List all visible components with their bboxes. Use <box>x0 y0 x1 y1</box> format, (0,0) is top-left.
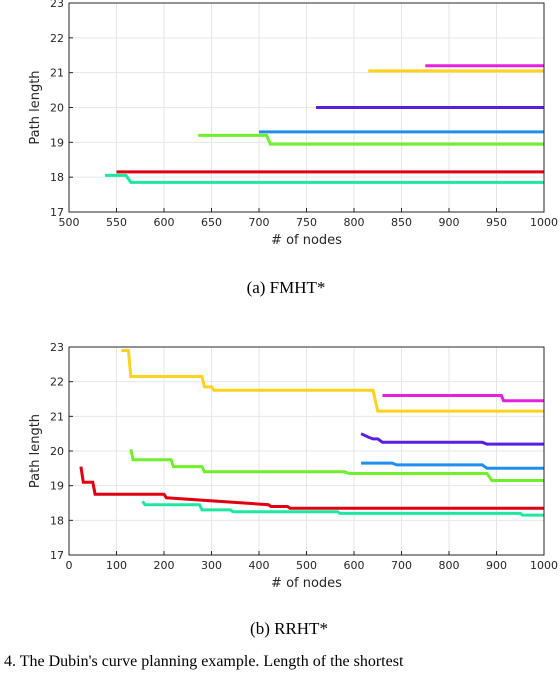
y-tick-label: 19 <box>50 136 64 149</box>
x-tick-label: 600 <box>344 559 365 572</box>
x-tick-label: 200 <box>154 559 175 572</box>
caption-b: (b) RRHT* <box>250 619 328 638</box>
y-tick-label: 22 <box>50 376 64 389</box>
x-tick-label: 750 <box>296 216 317 229</box>
x-axis-label: # of nodes <box>271 576 342 591</box>
y-tick-label: 17 <box>50 549 64 562</box>
x-tick-label: 700 <box>249 216 270 229</box>
chart-fmht: 500 550 600 650 700 750 800 850 900 950 1000 17 18 19… <box>28 0 558 248</box>
x-tick-label: 800 <box>439 559 460 572</box>
y-tick-label: 18 <box>50 514 64 527</box>
x-tick-label: 100 <box>106 559 127 572</box>
y-tick-label: 23 <box>50 341 64 354</box>
x-tick-label: 800 <box>344 216 365 229</box>
y-tick-label: 21 <box>50 67 64 80</box>
x-tick-label: 600 <box>154 216 175 229</box>
x-tick-label: 650 <box>201 216 222 229</box>
x-tick-label: 550 <box>106 216 127 229</box>
caption-a: (a) FMHT* <box>247 278 326 297</box>
x-tick-label: 900 <box>439 216 460 229</box>
y-tick-label: 17 <box>50 206 64 219</box>
x-tick-label: 0 <box>66 559 73 572</box>
y-axis-label: Path length <box>28 414 43 488</box>
y-tick-label: 21 <box>50 410 64 423</box>
x-tick-label: 700 <box>391 559 412 572</box>
x-tick-label: 1000 <box>530 216 558 229</box>
x-tick-label: 950 <box>486 216 507 229</box>
figure-footer-text: 4. The Dubin's curve planning example. L… <box>4 653 404 670</box>
x-tick-label: 500 <box>59 216 80 229</box>
x-axis-label: # of nodes <box>271 233 342 248</box>
series-line-5 <box>79 466 544 510</box>
x-tick-label: 1000 <box>530 559 558 572</box>
series-line-1 <box>382 394 544 403</box>
x-tick-label: 400 <box>249 559 270 572</box>
series-line-3 <box>361 461 544 470</box>
x-tick-label: 850 <box>391 216 412 229</box>
series-line-2 <box>198 133 544 146</box>
series-line-2 <box>360 432 544 446</box>
x-tick-label: 500 <box>296 559 317 572</box>
y-tick-label: 20 <box>50 445 64 458</box>
chart-rrht: 0 100 200 300 400 500 600 700 800 900 1000 17 18 19 20… <box>28 341 558 591</box>
y-axis-label: Path length <box>28 70 43 144</box>
series-line-4 <box>129 448 544 482</box>
x-tick-label: 900 <box>486 559 507 572</box>
y-tick-label: 20 <box>50 102 64 115</box>
series-line-1 <box>105 173 544 184</box>
y-tick-label: 18 <box>50 171 64 184</box>
y-tick-label: 19 <box>50 480 64 493</box>
series-line-6 <box>141 500 544 517</box>
x-tick-label: 300 <box>201 559 222 572</box>
series-line-0 <box>121 349 544 413</box>
y-tick-label: 22 <box>50 32 64 45</box>
y-tick-label: 23 <box>50 0 64 10</box>
